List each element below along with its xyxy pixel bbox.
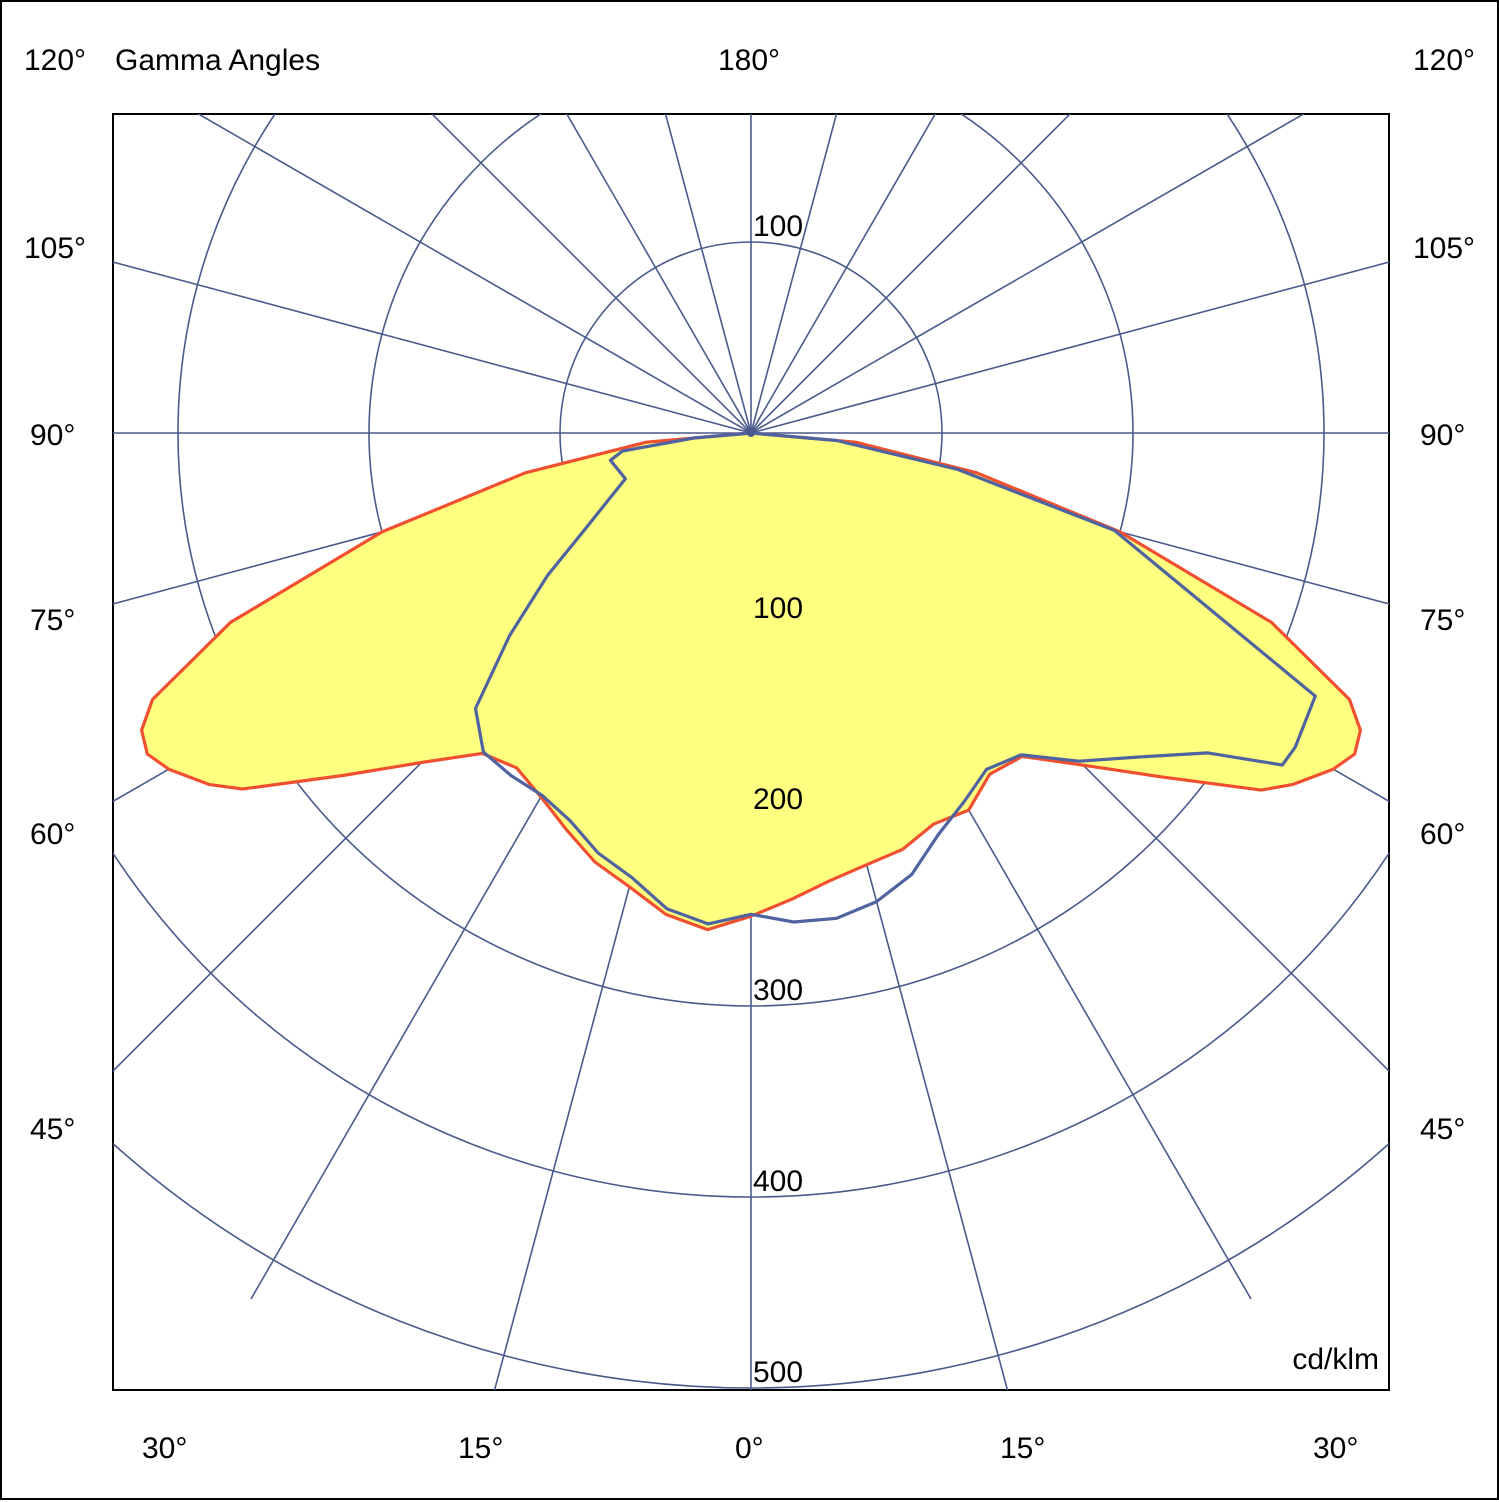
- angle-label-right-120: 120°: [1413, 44, 1475, 77]
- angle-label-top-180: 180°: [718, 44, 780, 77]
- angle-label-left-75: 75°: [30, 604, 75, 637]
- angle-label-bottom-15-right: 15°: [1000, 1432, 1045, 1465]
- curves: [140, 431, 1362, 932]
- ring-label-lower-400: 400: [753, 1165, 803, 1198]
- ring-label-lower-100: 100: [753, 592, 803, 625]
- unit-label: cd/klm: [1292, 1343, 1379, 1376]
- angle-label-left-105: 105°: [24, 232, 86, 265]
- angle-label-right-60: 60°: [1420, 818, 1465, 851]
- angle-label-left-120: 120°: [24, 44, 86, 77]
- ring-label-lower-300: 300: [753, 974, 803, 1007]
- angle-label-right-45: 45°: [1420, 1113, 1465, 1146]
- angle-label-bottom-30-left: 30°: [142, 1432, 187, 1465]
- angle-label-left-90: 90°: [30, 419, 75, 452]
- angle-labels: 120° 105° 90° 75° 60° 45° 120° 105° 90° …: [24, 44, 1475, 1465]
- center-marker: [747, 429, 755, 437]
- angle-label-left-45: 45°: [30, 1113, 75, 1146]
- angle-label-right-105: 105°: [1413, 232, 1475, 265]
- angle-label-right-75: 75°: [1420, 604, 1465, 637]
- series-fill-C0-C180: [141, 433, 1361, 930]
- ring-label-lower-200: 200: [753, 783, 803, 816]
- angle-label-bottom-15-left: 15°: [458, 1432, 503, 1465]
- angle-label-left-60: 60°: [30, 818, 75, 851]
- angle-label-bottom-30-right: 30°: [1313, 1432, 1358, 1465]
- ring-label-lower-500: 500: [753, 1356, 803, 1389]
- center-point: [747, 429, 755, 437]
- series-line-C0-C180: [140, 431, 1362, 932]
- chart-title: Gamma Angles: [115, 44, 320, 77]
- angle-label-right-90: 90°: [1420, 419, 1465, 452]
- series-line-C90-C270: [473, 431, 1317, 926]
- angle-label-bottom-0: 0°: [735, 1432, 764, 1465]
- ring-label-upper-100: 100: [753, 210, 803, 243]
- ring-labels: 100 100 200 300 400 500: [753, 210, 803, 1389]
